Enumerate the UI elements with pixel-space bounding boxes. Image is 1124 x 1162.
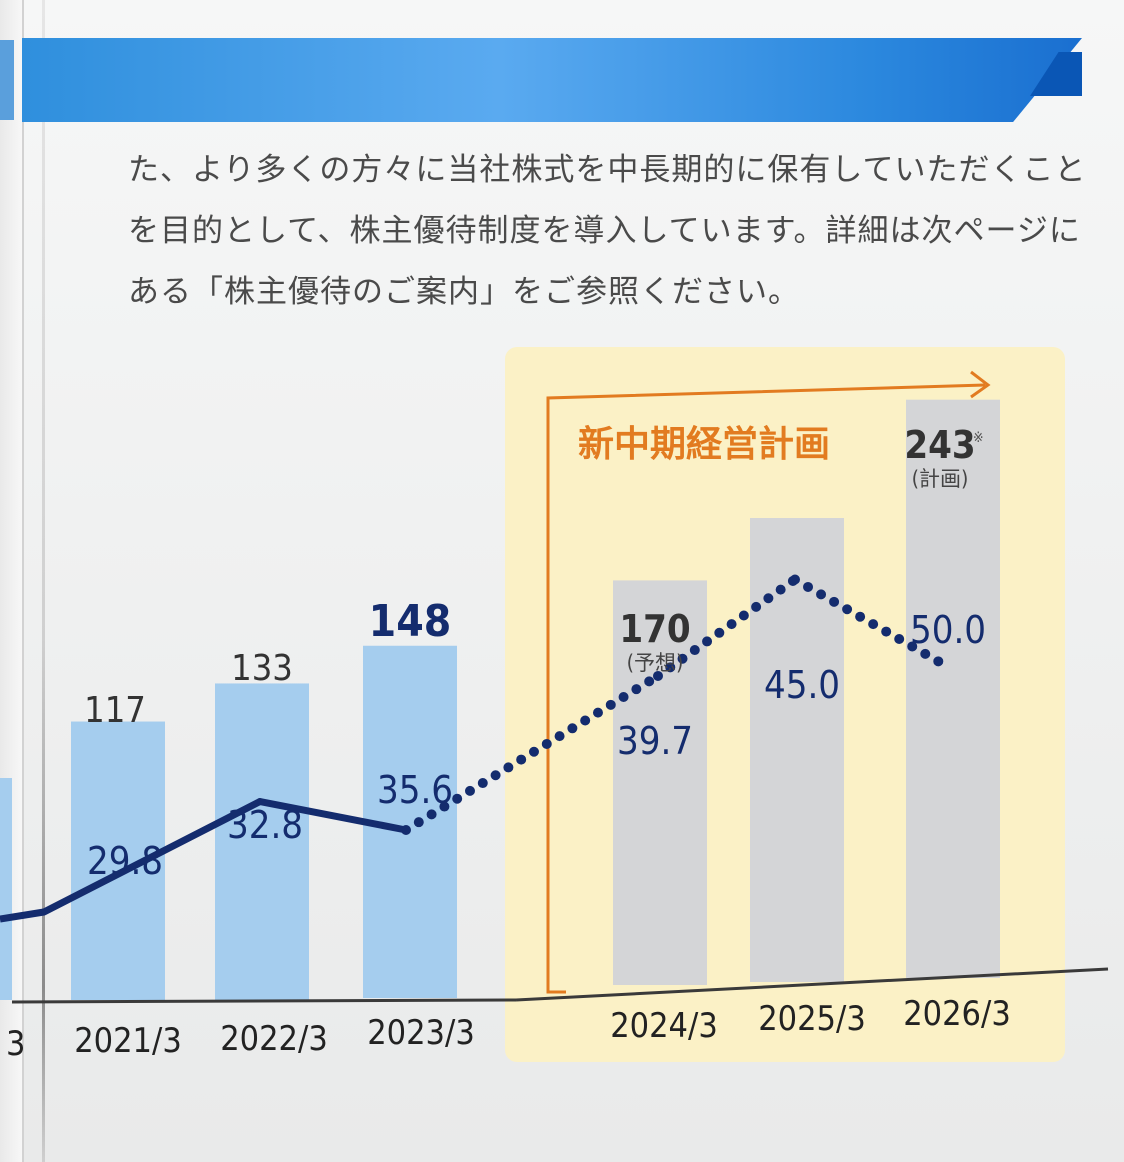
x-axis-baseline-plan xyxy=(515,967,1109,1002)
line-segment-1 xyxy=(40,798,264,916)
line-segment-5 xyxy=(790,574,955,673)
bar-2022/3 xyxy=(215,683,309,1000)
x-tick-label-partial-left: 3 xyxy=(6,1024,25,1064)
plan-bracket xyxy=(546,383,986,994)
x-tick-label-2026/3: 2026/3 xyxy=(903,994,1011,1034)
bar-value-label-2022/3: 133 xyxy=(231,648,293,689)
bar-note-2024/3: (予想) xyxy=(627,651,684,675)
page-binding-seam xyxy=(42,0,45,1162)
line-segment-partial-left xyxy=(0,908,45,923)
plan-bracket-arrowhead xyxy=(970,370,991,399)
line-value-label-2022/3: 32.8 xyxy=(227,803,303,847)
x-tick-label-2024/3: 2024/3 xyxy=(610,1006,718,1046)
line-segment-4 xyxy=(653,574,800,681)
body-paragraph: た、より多くの方々に当社株式を中長期的に保有していただくこと を目的として、株主… xyxy=(128,140,1108,323)
line-value-label-2024/3: 39.7 xyxy=(617,719,693,763)
line-value-label-2023/3: 35.6 xyxy=(377,768,453,812)
body-line-1: た、より多くの方々に当社株式を中長期的に保有していただくこと xyxy=(128,152,1087,188)
x-axis-baseline-actual xyxy=(11,998,517,1004)
x-tick-label-2021/3: 2021/3 xyxy=(74,1021,182,1061)
bar-note-2026/3: (計画) xyxy=(912,467,969,491)
x-tick-label-2023/3: 2023/3 xyxy=(367,1013,475,1053)
bar-2026/3 xyxy=(906,399,1000,978)
bar-2025/3 xyxy=(750,518,844,982)
line-segment-3 xyxy=(401,670,663,835)
header-banner xyxy=(22,38,1082,122)
bar-value-label-2026/3: 243 xyxy=(904,423,975,467)
line-value-label-2025/3: 45.0 xyxy=(764,663,840,707)
x-tick-label-2022/3: 2022/3 xyxy=(220,1019,328,1059)
plan-label: 新中期経営計画 xyxy=(578,424,830,465)
x-tick-label-2025/3: 2025/3 xyxy=(758,999,866,1039)
footnote-mark-2026/3: ※ xyxy=(973,430,984,446)
bar-value-label-2024/3: 170 xyxy=(619,607,690,651)
line-value-label-2026/3: 50.0 xyxy=(910,608,986,652)
left-page-banner-fragment xyxy=(0,40,14,120)
line-segment-2 xyxy=(256,798,410,834)
line-value-label-2021/3: 29.8 xyxy=(87,839,163,883)
body-line-3: ある「株主優待のご案内」をご参照ください。 xyxy=(128,274,800,310)
bar-value-label-2023/3: 148 xyxy=(369,596,452,647)
bar-value-label-2021/3: 117 xyxy=(84,690,146,731)
bar-partial-left xyxy=(0,778,12,1000)
body-line-2: を目的として、株主優待制度を導入しています。詳細は次ページに xyxy=(128,213,1081,249)
